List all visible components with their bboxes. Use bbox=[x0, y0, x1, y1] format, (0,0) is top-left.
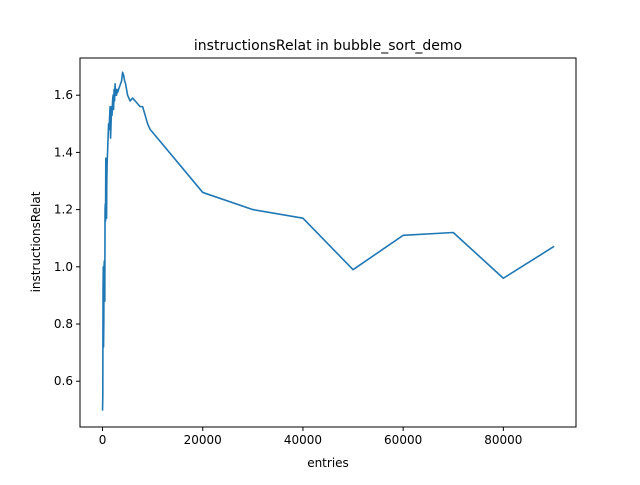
y-tick-label: 1.2 bbox=[54, 203, 73, 217]
x-tick-label: 40000 bbox=[284, 433, 322, 447]
y-tick-label: 0.6 bbox=[54, 374, 73, 388]
plot-area-background bbox=[80, 58, 576, 427]
x-tick-label: 0 bbox=[99, 433, 107, 447]
y-tick-label: 1.0 bbox=[54, 260, 73, 274]
x-axis-label: entries bbox=[307, 456, 349, 470]
plot-frame bbox=[79, 57, 577, 428]
y-axis-label: instructionsRelat bbox=[29, 191, 43, 292]
y-tick-label: 1.6 bbox=[54, 88, 73, 102]
y-tick-label: 0.8 bbox=[54, 317, 73, 331]
series-line bbox=[101, 71, 555, 411]
y-tick-label: 1.4 bbox=[54, 145, 73, 159]
chart-title: instructionsRelat in bubble_sort_demo bbox=[194, 38, 462, 54]
x-tick-label: 60000 bbox=[384, 433, 422, 447]
x-axis-ticks: 0 20000 40000 60000 80000 bbox=[99, 427, 522, 447]
series-layer bbox=[101, 71, 555, 411]
y-axis-ticks: 0.6 0.8 1.0 1.2 1.4 1.6 bbox=[54, 88, 80, 388]
x-tick-label: 20000 bbox=[184, 433, 222, 447]
x-tick-label: 80000 bbox=[484, 433, 522, 447]
